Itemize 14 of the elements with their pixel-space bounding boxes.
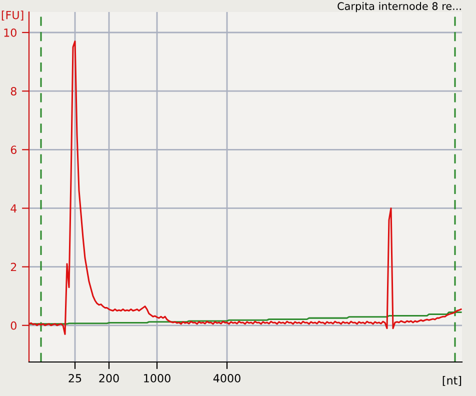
y-tick-label: 2	[10, 262, 16, 272]
x-tick-label: 4000	[213, 374, 240, 382]
x-tick-label: 200	[99, 374, 119, 382]
y-tick-label: 4	[10, 204, 17, 212]
y-axis-title: [FU]	[2, 10, 24, 21]
x-tick-label: 1000	[144, 374, 170, 382]
chart-title: Carpita internode 8 re...	[338, 2, 461, 12]
x-axis-title: [nt]	[442, 376, 462, 386]
y-tick-label: 8	[10, 87, 16, 96]
y-tick-label: 6	[10, 146, 16, 154]
y-tick-label: 0	[10, 321, 16, 330]
line-series	[29, 40, 462, 335]
x-tick-label: 25	[68, 374, 82, 382]
y-tick-label: 10	[4, 28, 16, 37]
